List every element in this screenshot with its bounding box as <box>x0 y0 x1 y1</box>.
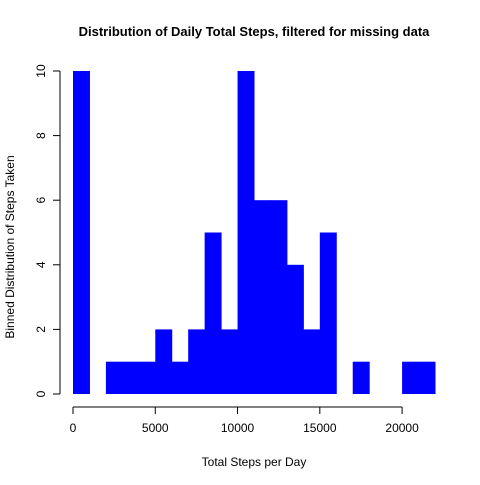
y-tick-label: 4 <box>34 261 48 268</box>
histogram-bars <box>73 71 436 394</box>
histogram-bar <box>122 361 140 394</box>
y-tick-label: 10 <box>34 64 48 78</box>
histogram-bar <box>286 264 304 394</box>
histogram-bar <box>303 329 321 394</box>
y-tick-label: 2 <box>34 326 48 333</box>
x-tick-label: 20000 <box>385 421 419 435</box>
x-tick-label: 15000 <box>303 421 337 435</box>
histogram-bar <box>270 200 288 394</box>
histogram-bar <box>188 329 206 394</box>
x-axis: 0 5000 10000 15000 20000 <box>70 406 419 435</box>
histogram-bar <box>418 361 436 394</box>
histogram-bar <box>138 361 156 394</box>
histogram-bar <box>254 200 271 394</box>
x-tick-label: 0 <box>70 421 77 435</box>
y-axis-label: Binned Distribution of Steps Taken <box>3 155 17 338</box>
histogram-bar <box>319 232 337 394</box>
x-axis-label: Total Steps per Day <box>202 455 307 469</box>
histogram-bar <box>237 71 255 394</box>
histogram-bar <box>221 329 239 394</box>
y-tick-label: 0 <box>34 390 48 397</box>
chart-title: Distribution of Daily Total Steps, filte… <box>79 24 431 39</box>
histogram-bar <box>105 361 123 394</box>
histogram-bar <box>352 361 370 394</box>
histogram-bar <box>402 361 420 394</box>
histogram-bar <box>73 71 90 394</box>
histogram-bar <box>171 361 189 394</box>
y-axis: 0 2 4 6 8 10 <box>34 64 61 397</box>
x-tick-label: 10000 <box>221 421 255 435</box>
y-tick-label: 6 <box>34 197 48 204</box>
histogram-bar <box>155 329 173 394</box>
y-tick-label: 8 <box>34 132 48 139</box>
x-tick-label: 5000 <box>142 421 169 435</box>
histogram-bar <box>204 232 222 394</box>
